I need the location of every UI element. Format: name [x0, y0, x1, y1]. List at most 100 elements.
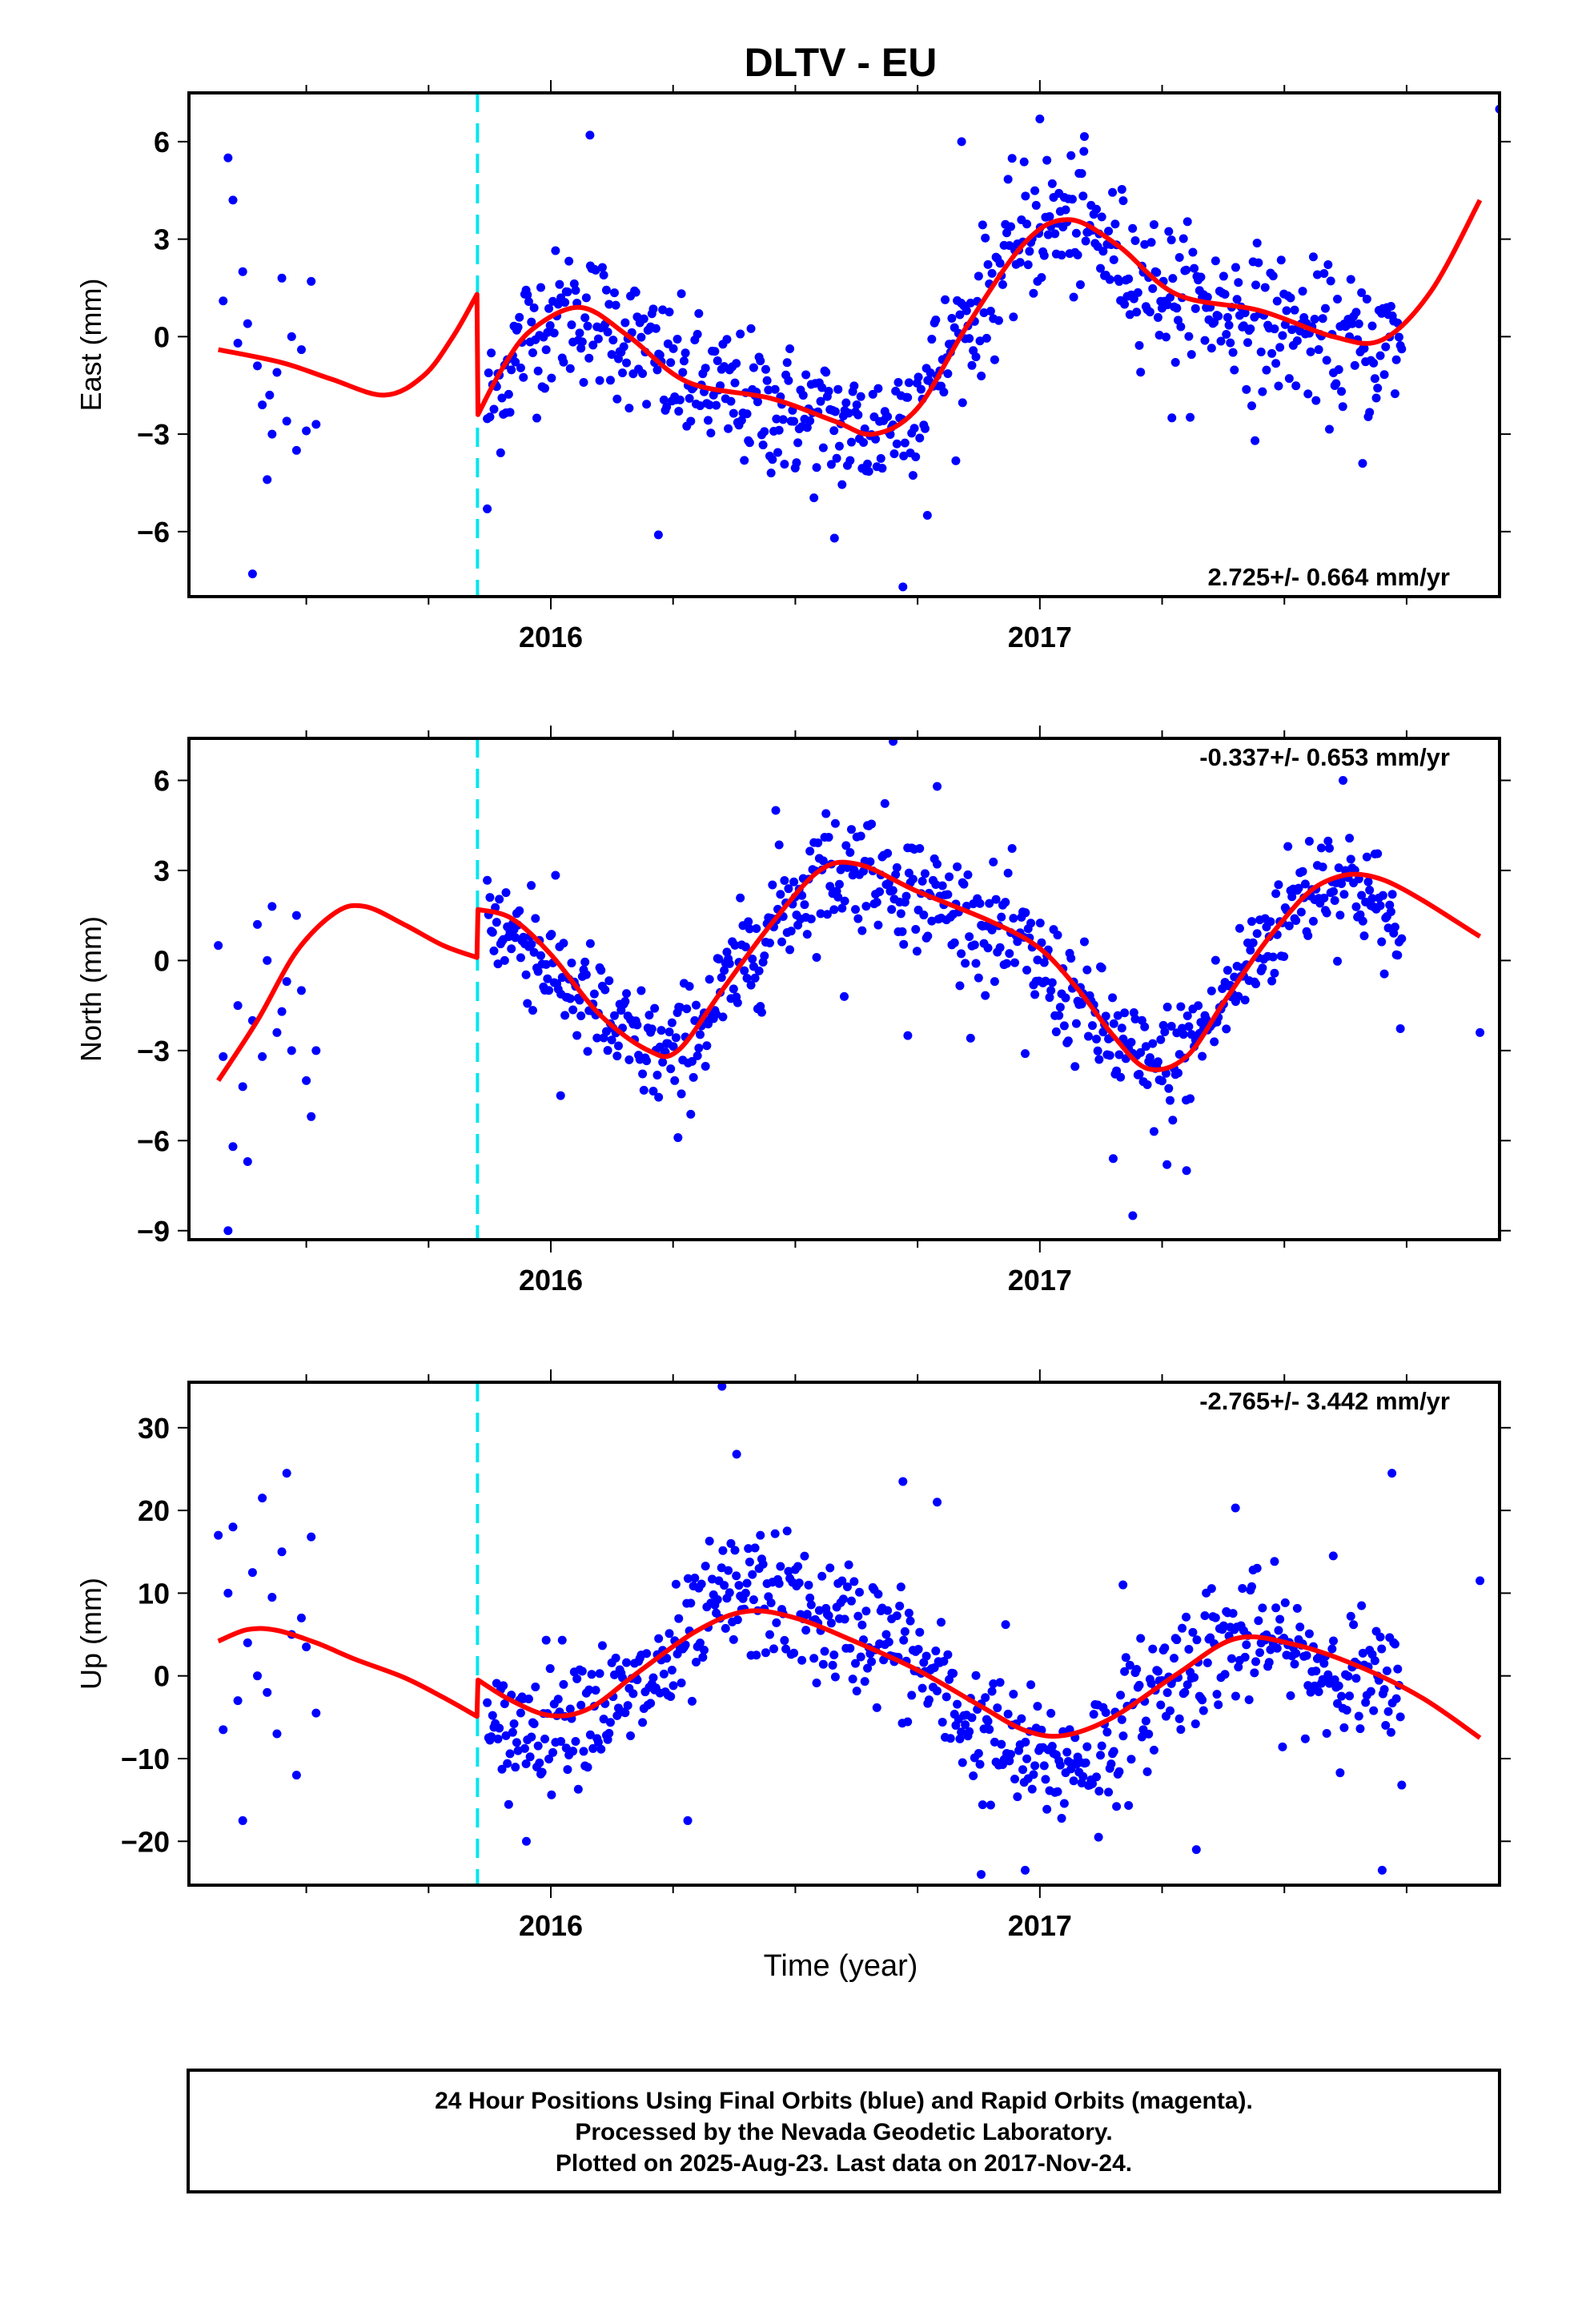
data-point — [804, 1580, 813, 1590]
data-point — [800, 1551, 809, 1561]
data-point — [1248, 938, 1258, 947]
data-point — [983, 259, 993, 269]
data-point — [1207, 1584, 1216, 1594]
data-point — [571, 286, 580, 296]
data-point — [760, 951, 769, 961]
data-point — [483, 875, 492, 885]
data-point — [1136, 1047, 1146, 1057]
data-point — [1211, 256, 1220, 266]
data-point — [718, 1546, 728, 1555]
data-point — [619, 342, 628, 352]
data-point — [752, 924, 761, 934]
data-point — [745, 1557, 754, 1566]
data-point — [579, 1747, 588, 1756]
data-point — [1042, 1804, 1052, 1814]
data-point — [669, 344, 678, 353]
data-point — [748, 1570, 757, 1579]
data-point — [588, 1743, 598, 1753]
data-point — [1125, 1660, 1134, 1670]
data-point — [593, 334, 603, 344]
data-point — [1104, 227, 1114, 236]
y-axis-label: North (mm) — [74, 916, 107, 1062]
data-point — [513, 1746, 523, 1755]
data-point — [1114, 276, 1124, 286]
data-point — [965, 1727, 974, 1736]
data-point — [1172, 304, 1182, 313]
data-point — [892, 439, 901, 448]
data-point — [585, 131, 595, 140]
data-point — [557, 1635, 567, 1645]
data-point — [762, 376, 772, 385]
data-point — [1165, 1096, 1174, 1105]
data-point — [575, 995, 584, 1005]
data-point — [1357, 1601, 1367, 1610]
data-point — [971, 959, 981, 968]
data-point — [662, 1654, 672, 1663]
data-point — [531, 1683, 540, 1692]
data-point — [734, 1581, 744, 1590]
data-point — [532, 413, 541, 423]
data-point — [1346, 854, 1355, 864]
data-point — [636, 986, 646, 995]
data-point — [987, 268, 997, 278]
data-point — [622, 1658, 632, 1667]
data-point — [1191, 304, 1200, 313]
data-point — [753, 397, 762, 407]
data-point — [1105, 275, 1114, 284]
data-point — [1223, 966, 1232, 975]
data-point — [1045, 993, 1054, 1003]
data-point — [1395, 1712, 1405, 1722]
data-point — [913, 1644, 923, 1654]
data-point — [1162, 300, 1172, 310]
data-point — [1071, 228, 1081, 238]
data-point — [726, 1538, 736, 1548]
data-point — [975, 1759, 985, 1769]
data-point — [1146, 1679, 1156, 1688]
data-point — [865, 857, 875, 866]
data-point — [1212, 1690, 1222, 1699]
data-point — [500, 955, 509, 965]
data-point — [573, 1784, 583, 1794]
data-point — [1039, 251, 1049, 260]
data-point — [903, 1031, 913, 1040]
data-point — [548, 1747, 558, 1757]
data-point — [504, 1799, 513, 1809]
data-point — [1397, 1780, 1407, 1790]
data-point — [1178, 234, 1188, 243]
data-point — [528, 348, 537, 358]
data-point — [771, 806, 781, 815]
data-point — [1395, 1023, 1405, 1033]
data-point — [962, 306, 971, 316]
data-point — [958, 398, 967, 408]
data-point — [489, 946, 499, 955]
data-point — [666, 358, 676, 368]
y-tick-label: −6 — [137, 516, 170, 549]
data-point — [970, 940, 979, 950]
data-point — [540, 1734, 550, 1743]
data-point — [1258, 387, 1267, 396]
data-point — [705, 1536, 714, 1546]
data-point — [1371, 393, 1381, 403]
data-point — [880, 798, 889, 808]
data-point — [917, 1683, 927, 1693]
data-point — [1286, 293, 1295, 303]
data-point — [1294, 883, 1303, 893]
data-point — [701, 1061, 710, 1071]
data-point — [609, 1011, 619, 1020]
data-point — [1027, 1784, 1037, 1794]
data-point — [1094, 1055, 1104, 1064]
data-point — [1030, 186, 1040, 195]
data-point — [638, 1718, 648, 1727]
data-point — [1242, 384, 1251, 394]
data-point — [1128, 223, 1138, 233]
data-point — [563, 287, 572, 297]
data-point — [1073, 250, 1082, 259]
data-point — [1345, 1691, 1355, 1701]
data-point — [488, 1711, 497, 1720]
data-point — [1266, 917, 1275, 927]
data-point — [722, 947, 732, 957]
data-point — [1322, 1729, 1331, 1739]
data-point — [597, 1641, 607, 1651]
data-point — [1268, 952, 1278, 962]
data-point — [1366, 1687, 1375, 1696]
